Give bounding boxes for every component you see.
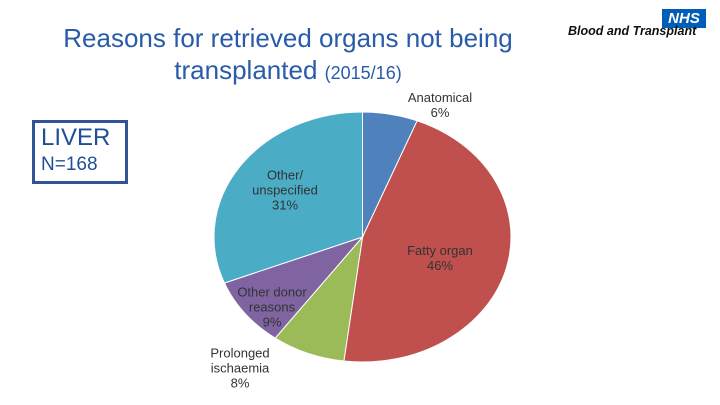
value-label: 46% — [426, 258, 454, 273]
slice-label: Other donor reasons 9% — [227, 285, 317, 330]
pie-slice — [213, 111, 363, 284]
category-label: Other/ unspecified — [252, 167, 318, 198]
logo-badge: NHS — [662, 9, 706, 28]
slice-label: Prolonged ischaemia 8% — [195, 346, 285, 391]
organ-count: N=168 — [41, 154, 98, 175]
title-block: Reasons for retrieved organs not being t… — [58, 22, 518, 89]
slice-label: Anatomical 6% — [390, 90, 490, 120]
logo-name: Blood and Transplant — [568, 24, 697, 38]
chart-title: Reasons for retrieved organs not being t… — [63, 23, 513, 85]
organ-panel: LIVER N=168 — [32, 120, 128, 184]
value-label: 31% — [271, 197, 299, 213]
value-label: 6% — [430, 105, 450, 120]
category-label: Prolonged ischaemia — [210, 345, 270, 376]
category-label: Fatty organ — [407, 243, 473, 258]
organ-name: LIVER — [41, 124, 111, 151]
category-label: Anatomical — [407, 90, 473, 105]
pie-slice — [223, 235, 365, 339]
value-label: 8% — [230, 375, 250, 391]
pie-slice — [343, 120, 512, 363]
slice-label: Other/ unspecified 31% — [240, 168, 330, 213]
slice-label: Fatty organ 46% — [390, 243, 490, 273]
value-label: 9% — [262, 314, 282, 330]
category-label: Other donor reasons — [237, 284, 307, 315]
chart-subtitle: (2015/16) — [324, 63, 402, 83]
